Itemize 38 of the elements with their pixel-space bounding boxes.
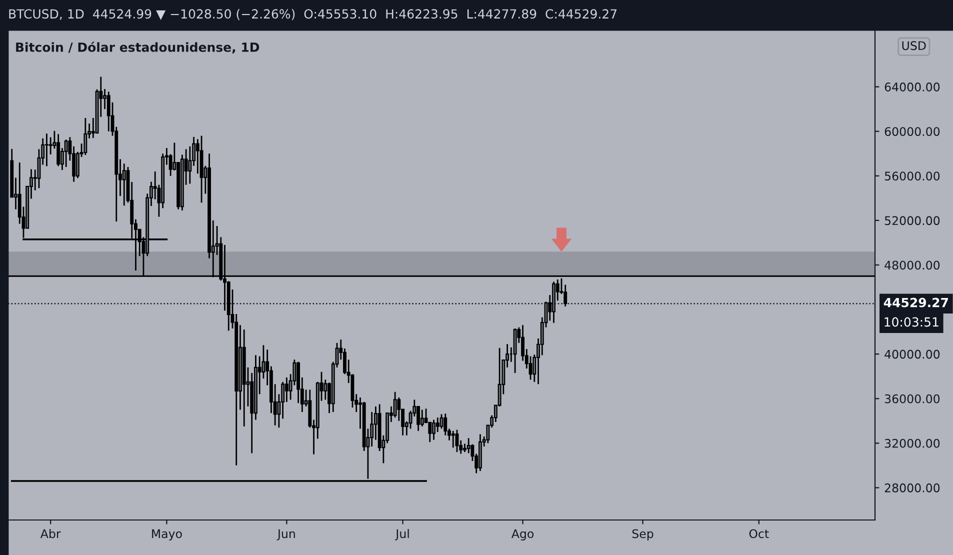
ref-line-label: 44529.27 [884,298,948,308]
x-tick-label: Mayo [152,529,182,540]
candlestick [451,430,455,448]
y-tick-label: 56000.00 [884,172,940,181]
y-tick-label: 28000.00 [884,483,940,492]
candlestick [428,421,432,443]
candlestick [64,138,68,168]
text: Bitcoin / Dólar estadounidense, 1D [16,42,260,54]
candlestick [106,91,110,132]
text: USD [902,41,926,50]
x-tick-label: Oct [749,529,769,538]
candlestick [444,412,448,436]
candlestick [436,416,440,433]
candlestick [122,162,126,206]
candlestick [324,378,328,400]
chart-subtitle: BTCUSD, 1D 44524.99 ▼ −1028.50 (−2.26%) O:45553.10 H:46223.95 L:44277.89 C:44529.27 [9,8,617,20]
x-tick-label: Sep [632,529,654,540]
text: 10:03:51 [884,317,938,327]
y-tick-label: 60000.00 [884,127,940,136]
x-tick-label: Ago [511,529,534,540]
candlestick [432,419,436,441]
y-tick-label: 40000.00 [884,350,940,359]
y-tick-label: 52000.00 [884,216,940,226]
candlestick [420,409,424,428]
x-tick-label: Jul [395,529,409,540]
y-tick-label: 64000.00 [884,82,940,92]
candlestick [84,117,88,156]
candlestick [56,133,60,167]
x-tick-label: Abr [40,529,61,538]
candlestick [44,132,48,167]
y-tick-label: 32000.00 [884,438,940,448]
y-tick-label: 48000.00 [884,260,940,270]
candlestick [440,414,444,430]
candlestick [466,437,470,454]
candlestick [284,376,288,403]
y-tick-label: 36000.00 [884,394,940,404]
candlestick [393,391,397,418]
x-tick-label: Jun [276,529,295,540]
